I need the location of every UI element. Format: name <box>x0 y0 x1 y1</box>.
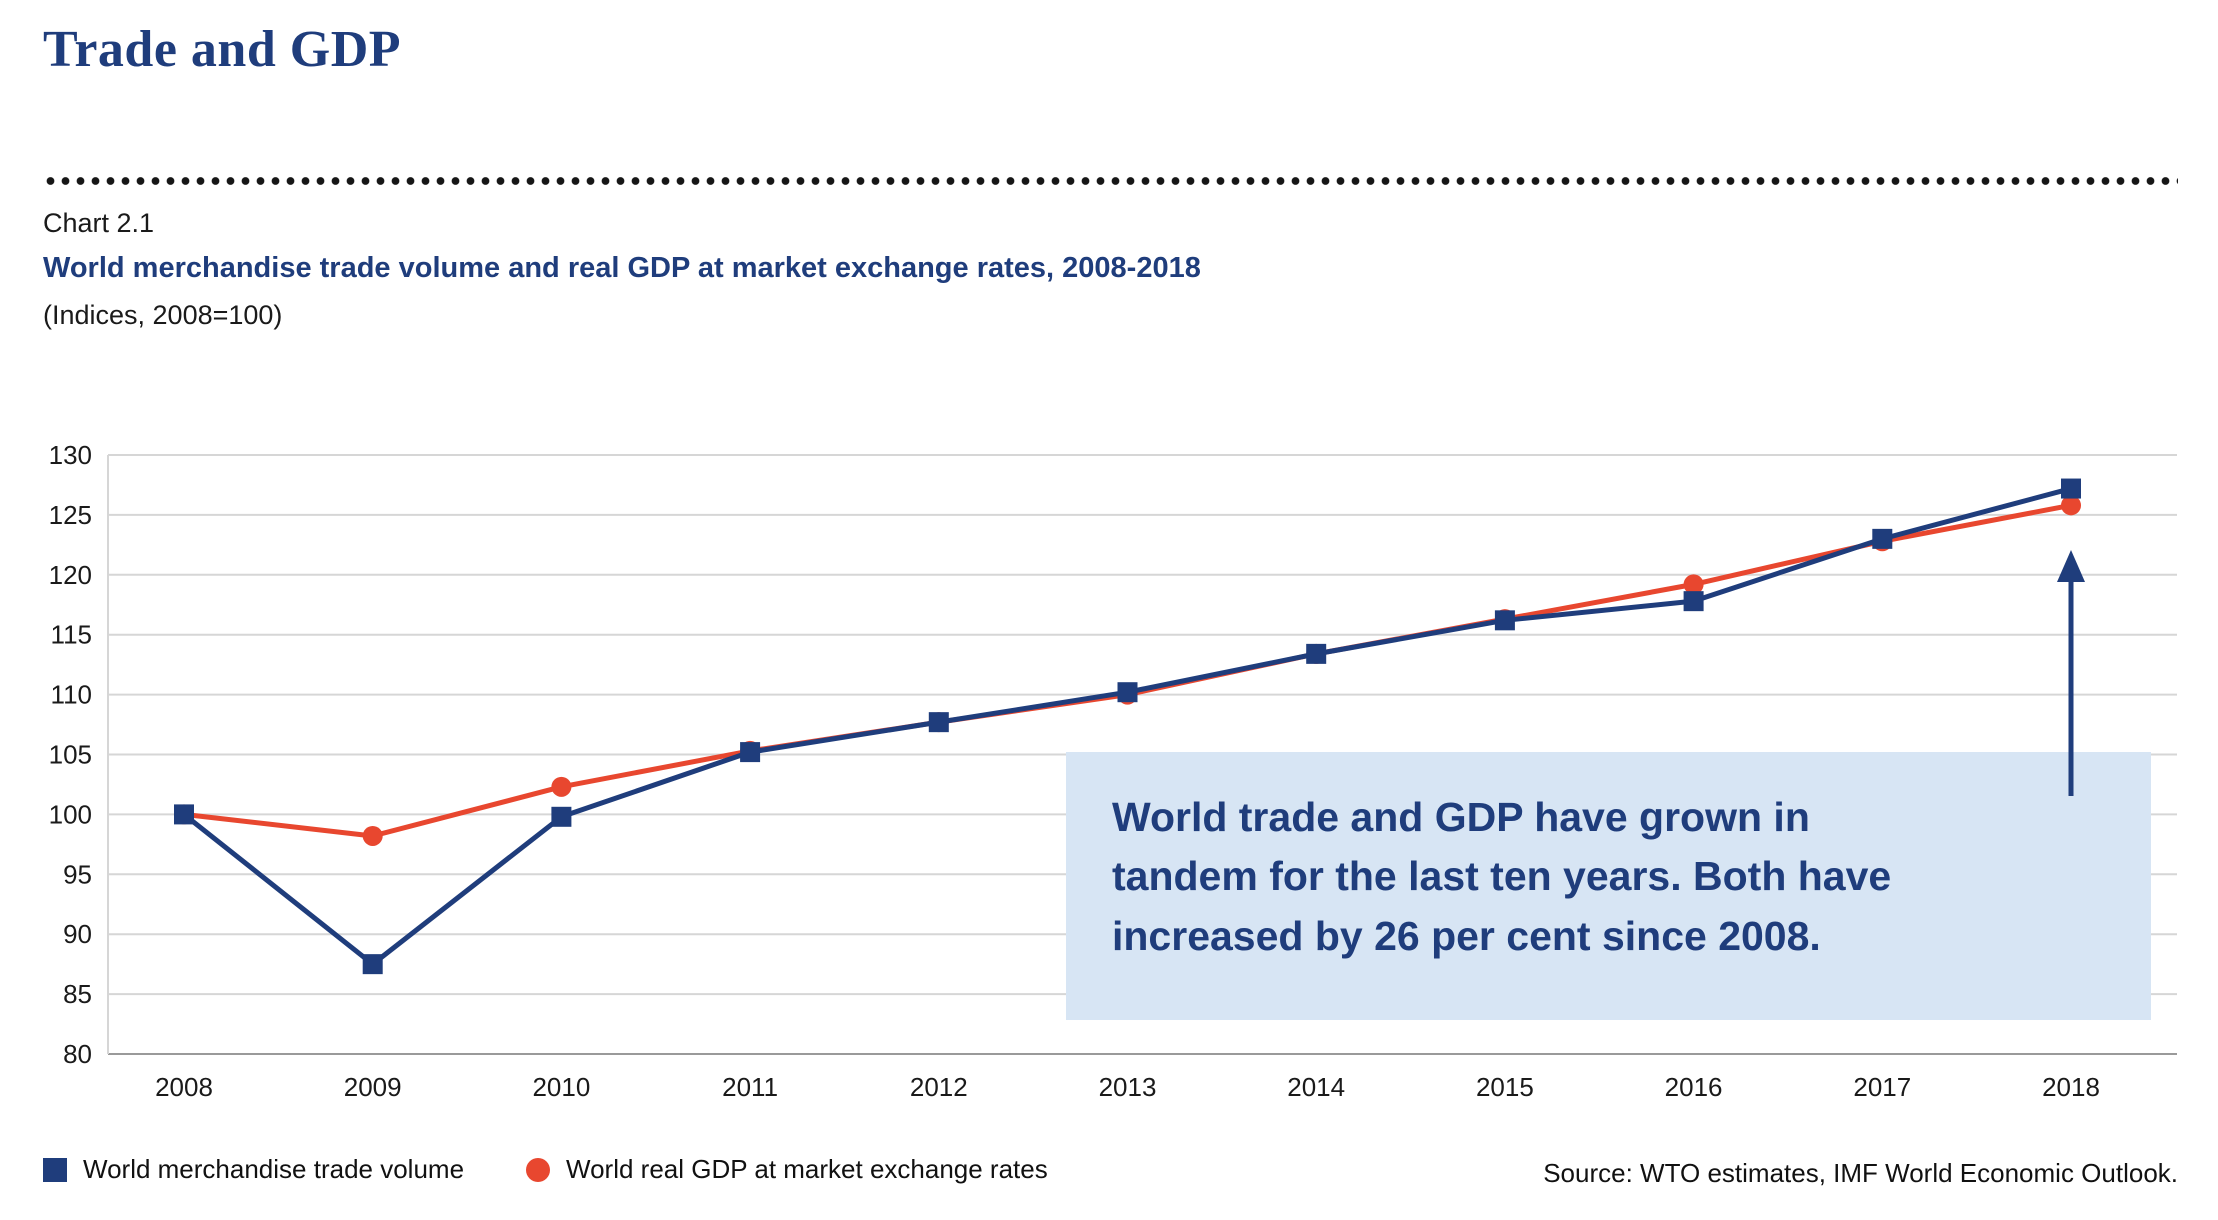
source-note: Source: WTO estimates, IMF World Economi… <box>1543 1158 2178 1188</box>
chart-number-label: Chart 2.1 <box>43 208 155 238</box>
dotted-divider <box>43 176 2178 186</box>
legend-label-gdp: World real GDP at market exchange rates <box>566 1154 1048 1184</box>
svg-text:125: 125 <box>49 500 92 530</box>
annotation-line: increased by 26 per cent since 2008. <box>1112 912 1821 959</box>
gdp-circle-marker-icon <box>526 1157 551 1182</box>
svg-text:95: 95 <box>63 859 92 889</box>
svg-text:2014: 2014 <box>1287 1072 1345 1102</box>
page-title: Trade and GDP <box>43 21 402 78</box>
annotation-text: World trade and GDP have grown in tandem… <box>1112 788 2122 966</box>
chart-legend: World merchandise trade volume World rea… <box>43 1154 1110 1185</box>
svg-text:105: 105 <box>49 740 92 770</box>
svg-text:100: 100 <box>49 799 92 829</box>
legend-item-gdp: World real GDP at market exchange rates <box>526 1154 1048 1185</box>
svg-text:90: 90 <box>63 919 92 949</box>
svg-text:2010: 2010 <box>532 1072 590 1102</box>
svg-text:85: 85 <box>63 979 92 1009</box>
svg-text:2009: 2009 <box>344 1072 402 1102</box>
svg-text:115: 115 <box>51 620 92 650</box>
svg-text:2017: 2017 <box>1853 1072 1911 1102</box>
chart-subtitle: (Indices, 2008=100) <box>43 300 283 330</box>
svg-text:2016: 2016 <box>1665 1072 1723 1102</box>
svg-text:80: 80 <box>63 1039 92 1069</box>
legend-label-trade: World merchandise trade volume <box>83 1154 465 1184</box>
svg-text:2018: 2018 <box>2042 1072 2100 1102</box>
svg-text:2015: 2015 <box>1476 1072 1534 1102</box>
annotation-line: tandem for the last ten years. Both have <box>1112 853 1892 900</box>
legend-item-trade: World merchandise trade volume <box>43 1154 464 1185</box>
svg-text:2011: 2011 <box>722 1072 778 1102</box>
svg-text:120: 120 <box>49 560 92 590</box>
svg-text:2013: 2013 <box>1099 1072 1157 1102</box>
chart-title: World merchandise trade volume and real … <box>43 252 1201 284</box>
svg-text:2008: 2008 <box>155 1072 213 1102</box>
svg-text:2012: 2012 <box>910 1072 968 1102</box>
svg-text:130: 130 <box>49 440 92 470</box>
svg-text:110: 110 <box>51 680 92 710</box>
annotation-line: World trade and GDP have grown in <box>1112 794 1810 840</box>
chart-svg: 80 85 90 95 100 105 110 115 120 125 130 2008 2009 201… <box>49 440 2177 1102</box>
trade-square-marker-icon <box>43 1157 67 1182</box>
